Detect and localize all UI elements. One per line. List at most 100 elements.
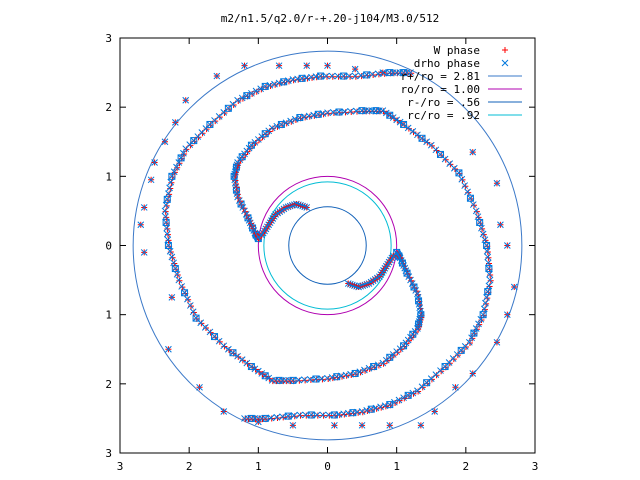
drho-phase-box [386,111,394,119]
drho-phase-box [261,130,269,138]
drho-phase-point [284,412,292,420]
drho-phase-point [171,119,179,126]
drho-phase-point [358,421,366,429]
drho-phase-point [386,111,394,119]
drho-phase-point [319,411,327,419]
drho-phase-point [400,394,407,402]
drho-phase-point [213,72,221,80]
drho-phase-point [168,253,176,261]
drho-phase-point [340,72,347,80]
drho-phase-point [503,311,511,319]
drho-phase-point [414,387,421,395]
drho-phase-point [347,107,354,115]
drho-phase-point [479,230,487,238]
drho-phase-point [317,72,324,80]
y-tick-label: 3 [105,32,112,45]
drho-phase-point [404,124,412,132]
drho-phase-point [478,224,485,232]
drho-phase-point [192,314,200,322]
x-tick-label: 3 [117,460,124,473]
drho-phase-point [484,253,492,261]
drho-phase-point [163,224,171,232]
drho-phase-point [374,70,382,78]
drho-phase-point [469,370,477,377]
legend-label: ro/ro = 1.00 [401,83,480,96]
drho-phase-box [307,411,315,419]
y-tick-label: 2 [105,101,112,114]
drho-phase-point [301,376,308,384]
drho-phase-point [238,356,246,363]
drho-phase-box [483,242,491,249]
drho-phase-point [287,117,294,125]
drho-phase-point [379,107,387,114]
drho-phase-box [317,72,325,80]
legend-marker-cross [501,59,509,67]
drho-phase-point [164,236,172,244]
drho-phase-point [220,408,228,415]
drho-phase-box [340,72,348,80]
drho-phase-point [404,392,412,399]
drho-phase-point [455,169,463,177]
radius-circles [132,50,523,441]
drho-phase-point [289,377,297,384]
x-tick-label: 1 [255,460,262,473]
drho-phase-point [485,282,493,290]
drho-phase-box [476,218,484,226]
drho-phase-box [351,369,359,377]
drho-phase-box [335,108,343,116]
drho-phase-box [333,373,341,381]
x-tick-label: 3 [532,460,539,473]
drho-phase-point [166,184,173,192]
drho-phase-box [224,104,232,112]
drho-phase-box [312,375,320,383]
drho-phase-point [252,87,260,95]
drho-phase-point [282,119,290,127]
y-tick-label: 1 [105,309,112,322]
drho-phase-point [170,168,178,176]
y-tick-label: 0 [105,240,112,253]
drho-phase-box [409,330,417,338]
drho-phase-box [455,169,463,177]
x-tick-label: 1 [393,460,400,473]
y-tick-label: 3 [105,447,112,460]
drho-phase-box [400,120,408,128]
drho-phase-point [358,107,366,114]
drho-phase-point [464,188,471,196]
drho-phase-point [395,396,403,404]
y-tick-label: 2 [105,378,112,391]
drho-phase-box [229,349,237,357]
drho-phase-point [162,213,169,221]
drho-phase-point [178,283,186,290]
drho-phase-point [225,345,232,353]
drho-phase-point [168,294,176,301]
drho-phase-point [278,121,285,128]
drho-phase-point [275,377,283,384]
drho-phase-point [472,207,480,215]
legend-label: r-/ro = .56 [407,96,480,109]
drho-phase-point [479,311,487,319]
drho-phase-point [389,114,397,121]
drho-phase-box [400,342,408,350]
drho-phase-point [295,376,303,384]
drho-phase-point [331,411,338,419]
drho-phase-point [140,204,148,211]
drho-phase-point [352,107,360,115]
drho-phase-box [423,379,431,387]
drho-phase-point [229,349,237,357]
drho-phase-point [235,197,243,204]
drho-phase-point [469,201,477,208]
drho-phase-point [483,242,490,249]
drho-phase-box [206,120,214,128]
drho-phase-point [344,280,352,287]
drho-phase-point [243,92,251,99]
drho-phase-point [346,72,353,80]
drho-phase-point [486,270,493,278]
radius-circle [132,50,523,441]
drho-phase-point [452,383,459,391]
x-tick-label: 0 [324,460,331,473]
drho-phase-point [173,270,181,278]
drho-phase-point [171,265,179,272]
drho-phase-box [418,134,426,142]
drho-phase-point [261,415,269,422]
drho-phase-box [485,265,493,273]
